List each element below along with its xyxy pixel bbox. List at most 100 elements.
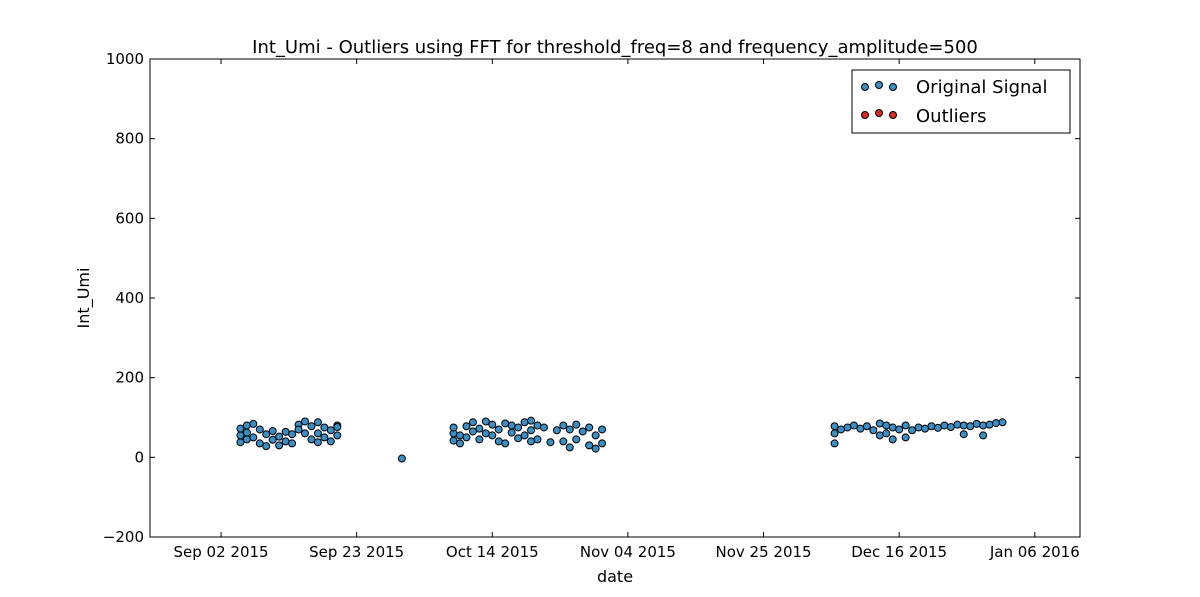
- x-tick-label: Oct 14 2015: [446, 543, 539, 561]
- original-signal-point: [268, 435, 277, 444]
- original-signal-point: [307, 422, 316, 431]
- chart-title: Int_Umi - Outliers using FFT for thresho…: [252, 37, 978, 58]
- data-points: [236, 416, 1007, 463]
- original-signal-point: [985, 420, 994, 429]
- original-signal-point: [249, 433, 258, 442]
- original-signal-point: [520, 418, 529, 427]
- original-signal-point: [572, 420, 581, 429]
- x-tick-label: Sep 02 2015: [174, 543, 269, 561]
- original-signal-point: [501, 439, 510, 448]
- original-signal-point: [288, 430, 297, 439]
- plot-frame: [149, 58, 1081, 538]
- legend-marker-dot: [889, 111, 897, 119]
- legend-label-outliers: Outliers: [916, 106, 987, 127]
- original-signal-point: [275, 432, 284, 441]
- y-axis-label: Int_Umi: [74, 268, 94, 329]
- original-signal-point: [527, 416, 536, 425]
- legend-marker-outliers: [861, 109, 897, 119]
- original-signal-point: [268, 427, 277, 436]
- original-signal-point: [552, 426, 561, 435]
- original-signal-point: [849, 421, 858, 430]
- original-signal-point: [507, 428, 516, 437]
- original-signal-point: [288, 439, 297, 448]
- original-signal-point: [856, 424, 865, 433]
- original-signal-point: [882, 421, 891, 430]
- legend: Original Signal Outliers: [851, 69, 1071, 134]
- original-signal-point: [959, 430, 968, 439]
- original-signal-point: [520, 431, 529, 440]
- original-signal-point: [572, 435, 581, 444]
- legend-box: [851, 69, 1071, 134]
- x-tick-label: Dec 16 2015: [851, 543, 947, 561]
- original-signal-point: [953, 420, 962, 429]
- original-signal-point: [475, 435, 484, 444]
- x-tick-label: Jan 06 2016: [989, 543, 1080, 561]
- original-signal-point: [320, 433, 329, 442]
- legend-marker-dot: [861, 111, 869, 119]
- original-signal-point: [481, 429, 490, 438]
- original-signal-point: [539, 423, 548, 432]
- original-signal-point: [307, 435, 316, 444]
- legend-marker-dot: [861, 83, 869, 91]
- x-tick-label: Nov 25 2015: [716, 543, 812, 561]
- original-signal-point: [565, 425, 574, 434]
- original-signal-point: [449, 436, 458, 445]
- original-signal-point: [456, 439, 464, 448]
- original-signal-point: [875, 419, 884, 428]
- original-signal-point: [449, 423, 458, 432]
- original-signal-point: [488, 431, 497, 440]
- original-signal-point: [501, 419, 510, 428]
- original-signal-point: [882, 429, 891, 438]
- original-signal-point: [966, 422, 975, 431]
- original-signal-point: [908, 426, 917, 435]
- original-signal-point: [313, 429, 322, 438]
- original-signal-point: [837, 425, 846, 434]
- original-signal-point: [862, 422, 871, 431]
- y-axis: −200 0 200 400 600 800 1000: [103, 50, 1080, 546]
- original-signal-point: [255, 439, 264, 448]
- original-signal-point: [591, 444, 600, 453]
- original-signal-point: [875, 431, 884, 440]
- original-signal-point: [940, 421, 949, 430]
- y-tick-label: −200: [103, 528, 144, 546]
- original-signal-point: [313, 438, 322, 447]
- original-signal-point: [598, 439, 607, 448]
- original-signal-point: [326, 437, 335, 446]
- original-signal-point: [598, 425, 607, 434]
- original-signal-point: [281, 437, 290, 446]
- original-signal-point: [921, 424, 929, 433]
- original-signal-point: [262, 442, 271, 451]
- original-signal-point: [488, 420, 497, 429]
- original-signal-point: [901, 433, 910, 442]
- original-signal-point: [333, 431, 342, 440]
- original-signal-point: [992, 419, 1001, 428]
- legend-marker-dot: [875, 109, 883, 117]
- original-signal-point: [998, 418, 1007, 427]
- x-tick-label: Nov 04 2015: [580, 543, 676, 561]
- y-tick-label: 1000: [106, 50, 144, 68]
- original-signal-point: [585, 423, 594, 432]
- original-signal-point: [475, 424, 484, 433]
- original-signal-point: [933, 423, 942, 432]
- y-tick-label: 400: [115, 289, 144, 307]
- original-signal-point: [527, 426, 536, 435]
- original-signal-point: [242, 421, 251, 430]
- original-signal-point: [869, 426, 878, 435]
- original-signal-point: [979, 431, 988, 440]
- original-signal-point: [527, 437, 536, 446]
- x-tick-label: Sep 23 2015: [309, 543, 404, 561]
- original-signal-point: [888, 423, 897, 432]
- original-signal-point: [591, 431, 600, 440]
- original-signal-point: [281, 427, 290, 436]
- original-signal-point: [959, 421, 968, 430]
- original-signal-point: [236, 424, 245, 433]
- x-axis: Sep 02 2015 Sep 23 2015 Oct 14 2015 Nov 04 …: [174, 59, 1080, 561]
- original-signal-point: [481, 417, 490, 426]
- original-signal-point: [301, 429, 309, 438]
- original-signal-point: [533, 421, 542, 430]
- original-signal-point: [397, 454, 406, 463]
- original-signal-point: [514, 423, 523, 432]
- original-signal-point: [830, 422, 839, 431]
- original-signal-point: [888, 435, 897, 444]
- original-signal-point: [462, 422, 471, 431]
